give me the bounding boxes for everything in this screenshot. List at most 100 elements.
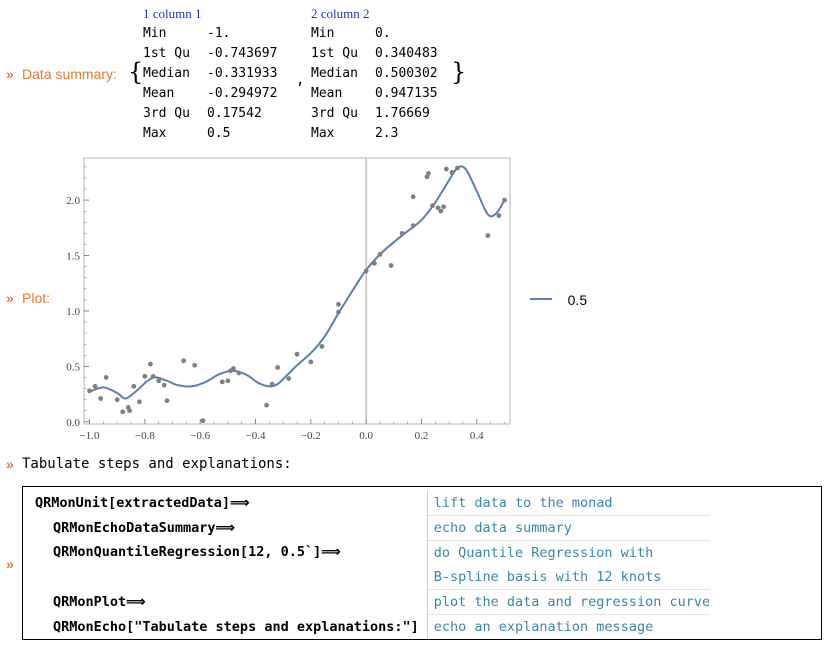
data-point xyxy=(319,344,325,349)
stat-name: 1st Qu xyxy=(311,46,358,61)
summary-row: Min 0. xyxy=(311,26,391,46)
step-code: QRMonEcho["Tabulate steps and explanatio… xyxy=(53,618,419,635)
stat-name: Mean xyxy=(143,86,175,101)
data-point xyxy=(294,351,300,357)
step-explanation-line: do Quantile Regression with xyxy=(433,545,654,561)
x-tick-label: 0.4 xyxy=(470,430,484,442)
summary-column-2: 2 column 2 Min 0. 1st Qu 0.340483 Median 0.… xyxy=(311,6,438,146)
data-point xyxy=(92,383,98,389)
legend-label: 0.5 xyxy=(567,292,588,308)
summary-row: Median 0.500302 xyxy=(311,66,438,86)
y-tick-label: 0.5 xyxy=(66,361,80,373)
data-point xyxy=(230,366,236,371)
data-point xyxy=(410,194,416,200)
plot-label: Plot: xyxy=(22,290,51,306)
stat-name: Max xyxy=(311,126,335,141)
stat-value: 0.947135 xyxy=(375,86,438,101)
data-point xyxy=(98,396,103,401)
stat-value: 0.340483 xyxy=(375,46,438,61)
summary-row: Median -0.331933 xyxy=(143,66,277,86)
data-point xyxy=(336,301,341,307)
data-point xyxy=(308,359,314,365)
echo-chevron-icon: » xyxy=(6,556,14,572)
summary-row: Max 0.5 xyxy=(143,126,230,146)
stat-value: -0.331933 xyxy=(207,66,278,81)
data-point xyxy=(120,409,126,415)
data-point xyxy=(363,268,369,274)
x-tick-label: −0.6 xyxy=(190,430,210,442)
data-point xyxy=(264,402,269,408)
data-point xyxy=(161,382,167,388)
summary-row: Mean 0.947135 xyxy=(311,86,438,106)
stat-value: -0.743697 xyxy=(207,46,278,61)
data-point xyxy=(372,260,377,266)
data-point xyxy=(150,373,156,379)
data-point xyxy=(236,370,242,376)
data-point xyxy=(336,309,341,315)
stat-name: 3rd Qu xyxy=(143,106,190,121)
column-header: 1 column 1 xyxy=(143,6,202,21)
y-tick-label: 2.0 xyxy=(66,195,80,207)
y-tick-label: 1.0 xyxy=(66,306,80,318)
summary-row: Max 2.3 xyxy=(311,126,398,146)
step-explanation: do Quantile Regression with B-spline bas… xyxy=(426,540,711,590)
column-header: 2 column 2 xyxy=(311,6,370,21)
stat-name: 3rd Qu xyxy=(311,106,358,121)
data-point xyxy=(164,398,170,404)
step-explanation: echo an explanation message xyxy=(426,614,711,639)
plot-frame xyxy=(83,157,511,425)
echo-chevron-icon: » xyxy=(6,290,14,306)
data-point xyxy=(131,383,137,389)
tabulate-message: Tabulate steps and explanations: xyxy=(22,456,292,472)
data-point xyxy=(410,223,416,229)
x-tick-label: −1.0 xyxy=(80,430,100,442)
summary-row: 3rd Qu 0.17542 xyxy=(143,106,262,126)
data-point xyxy=(430,203,435,209)
data-point xyxy=(219,379,225,385)
data-point xyxy=(142,373,148,379)
table-row: QRMonEcho["Tabulate steps and explanatio… xyxy=(35,614,711,639)
data-point xyxy=(502,197,507,203)
column-separator-comma: , xyxy=(296,72,305,88)
data-point xyxy=(286,376,292,381)
data-point xyxy=(181,358,186,364)
stat-name: Min xyxy=(143,26,167,41)
summary-row: Min -1. xyxy=(143,26,230,46)
data-point xyxy=(156,378,162,384)
stat-value: -1. xyxy=(207,26,231,41)
data-point xyxy=(87,388,92,394)
data-point xyxy=(425,171,431,176)
step-code: QRMonEchoDataSummary⟹ xyxy=(53,520,235,536)
x-tick-label: −0.4 xyxy=(246,430,266,442)
step-explanation: echo data summary xyxy=(426,515,711,541)
stat-value: 0. xyxy=(375,26,391,41)
data-point xyxy=(443,166,449,172)
step-code: QRMonQuantileRegression[12, 0.5`]⟹ xyxy=(53,543,341,560)
stat-value: 1.76669 xyxy=(375,106,430,121)
x-tick-label: 0.0 xyxy=(359,430,373,442)
summary-row: 3rd Qu 1.76669 xyxy=(311,106,430,126)
plot-legend: 0.5 xyxy=(530,290,587,308)
right-brace: } xyxy=(451,58,467,86)
step-code: QRMonUnit[extractedData]⟹ xyxy=(35,495,250,512)
x-tick-label: −0.8 xyxy=(135,430,155,442)
table-row: QRMonEchoDataSummary⟹ echo data summary xyxy=(35,515,711,541)
data-point xyxy=(399,230,405,236)
stat-name: Max xyxy=(143,126,167,141)
data-point xyxy=(275,365,281,370)
data-point xyxy=(269,381,275,387)
stat-name: Mean xyxy=(311,86,343,101)
y-tick-label: 0.0 xyxy=(66,417,80,429)
data-summary-label: Data summary: xyxy=(22,66,117,82)
data-point xyxy=(136,399,142,405)
step-explanation: plot the data and regression curve xyxy=(426,589,711,615)
table-row: QRMonUnit[extractedData]⟹ lift data to t… xyxy=(35,491,711,516)
step-explanation: lift data to the monad xyxy=(426,491,711,516)
stat-value: 0.500302 xyxy=(375,66,438,81)
data-point xyxy=(388,263,394,268)
steps-table: QRMonUnit[extractedData]⟹ lift data to t… xyxy=(35,491,711,639)
data-point xyxy=(192,362,198,368)
table-row: QRMonQuantileRegression[12, 0.5`]⟹ do Qu… xyxy=(35,540,711,590)
data-point xyxy=(103,375,109,380)
legend-line-swatch xyxy=(530,297,552,300)
